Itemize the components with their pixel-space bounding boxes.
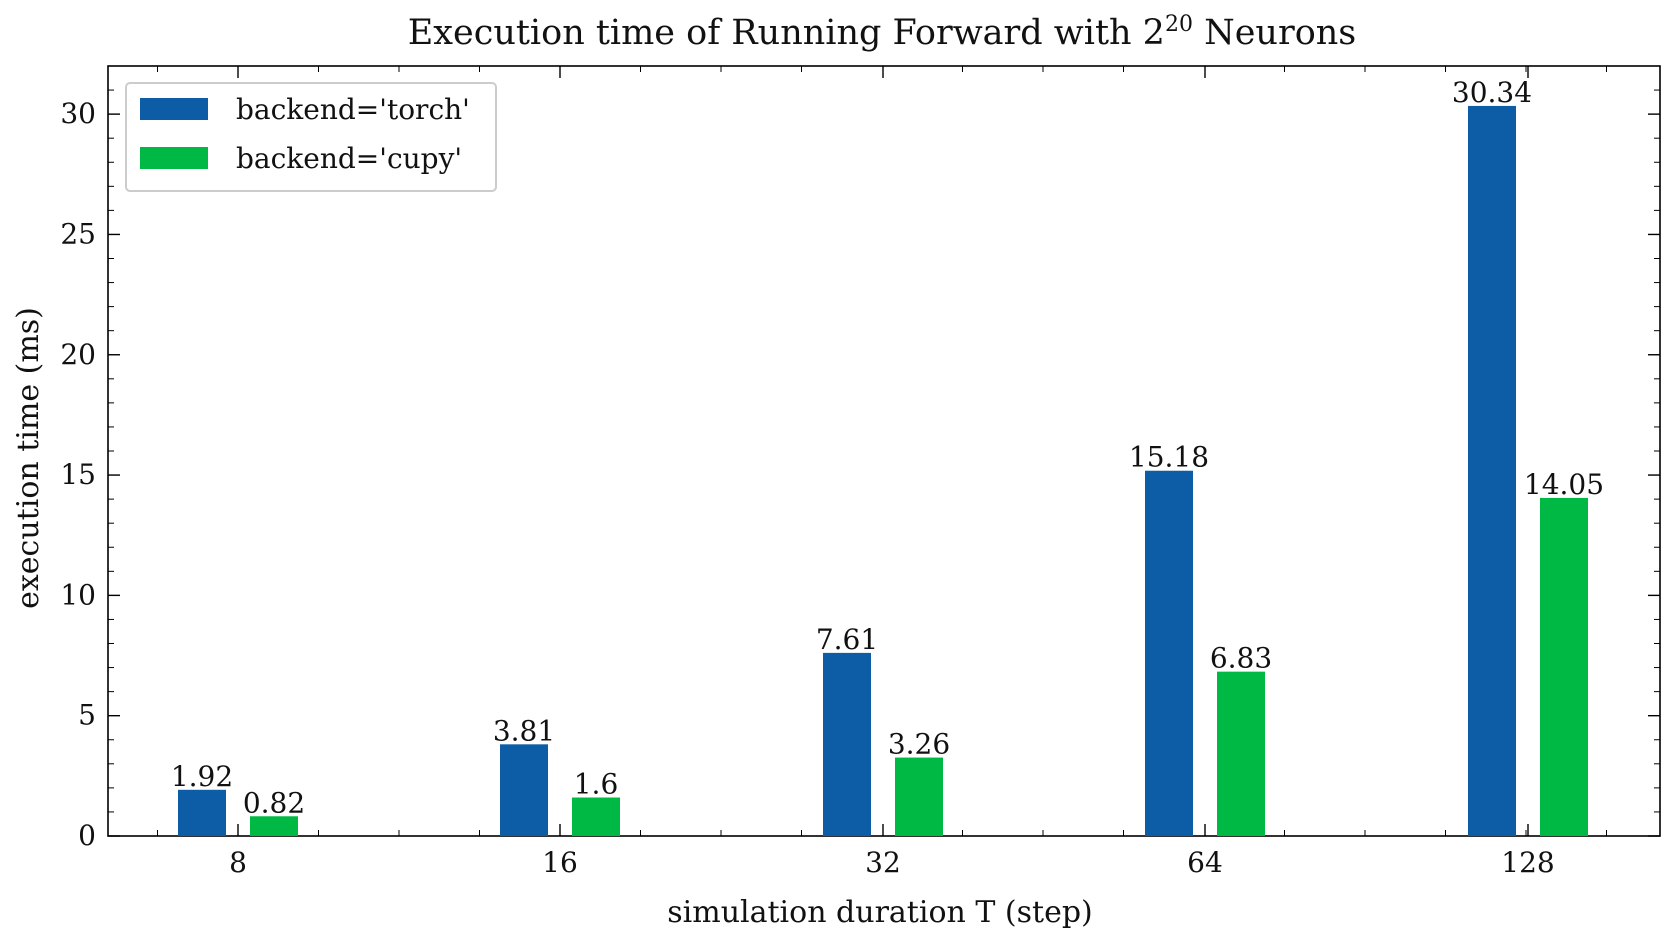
data-label: 14.05: [1524, 468, 1604, 501]
chart-title: Execution time of Running Forward with 2…: [408, 12, 1357, 53]
x-tick-label: 16: [542, 846, 578, 879]
x-tick-label: 32: [865, 846, 901, 879]
legend-box: [125, 82, 497, 192]
bar-torch: [1145, 470, 1193, 836]
y-tick-label: 20: [60, 338, 96, 371]
bar-torch: [500, 744, 548, 836]
plot-area: 0 5 10 15 20 25 30 8 16 32 64 128 1.92 3.81 7.61 15.18 3…: [60, 65, 1661, 879]
data-label: 1.6: [574, 768, 619, 801]
bar-torch: [823, 652, 871, 836]
bar-cupy: [1217, 671, 1265, 836]
bar-torch: [178, 789, 226, 836]
x-tick-label: 8: [229, 846, 247, 879]
chart-title-main: Execution time of Running Forward with 2: [408, 13, 1165, 53]
y-tick-label: 10: [60, 578, 96, 611]
chart-title-superscript: 20: [1165, 12, 1193, 37]
data-label: 7.61: [816, 623, 878, 656]
chart-title-suffix: Neurons: [1193, 13, 1356, 53]
legend-label: backend='cupy': [236, 142, 462, 175]
legend-swatch: [140, 98, 208, 120]
x-tick-label: 64: [1187, 846, 1223, 879]
data-label: 1.92: [171, 760, 233, 793]
bar-cupy: [572, 797, 620, 836]
legend-label: backend='torch': [236, 93, 470, 126]
bar-cupy: [1540, 497, 1588, 836]
bar-torch: [1468, 105, 1516, 837]
y-tick-label: 15: [60, 458, 96, 491]
data-label: 3.81: [493, 714, 555, 747]
x-tick-label: 128: [1501, 846, 1554, 879]
y-tick-label: 5: [78, 699, 96, 732]
legend-swatch: [140, 147, 208, 169]
data-label: 15.18: [1129, 441, 1209, 474]
y-tick-label: 0: [78, 819, 96, 852]
data-label: 0.82: [243, 786, 305, 819]
bar-cupy: [250, 816, 298, 836]
data-label: 6.83: [1210, 642, 1272, 675]
legend: backend='torch' backend='cupy': [125, 82, 497, 192]
x-axis-title: simulation duration T (step): [667, 895, 1093, 930]
bar-cupy: [895, 757, 943, 836]
y-axis-title: execution time (ms): [11, 307, 46, 609]
data-label: 3.26: [888, 728, 950, 761]
data-label: 30.34: [1452, 76, 1532, 109]
y-tick-label: 30: [60, 97, 96, 130]
y-tick-label: 25: [60, 217, 96, 250]
